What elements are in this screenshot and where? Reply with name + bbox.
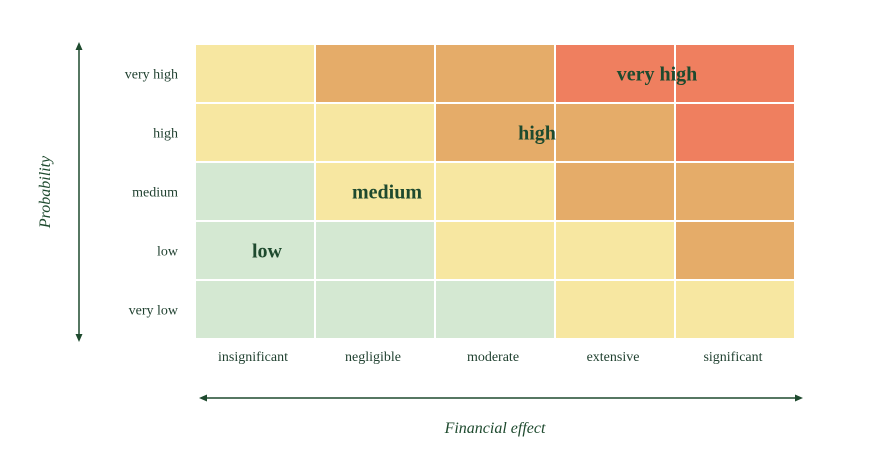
- matrix-cell: [434, 43, 556, 104]
- x-tick-label: significant: [703, 350, 762, 365]
- x-tick-label: insignificant: [218, 350, 288, 365]
- zone-label: very high: [617, 64, 698, 86]
- matrix-cell: [194, 43, 316, 104]
- matrix-cell: [674, 43, 796, 104]
- matrix-cell: [314, 220, 436, 281]
- matrix-cell: [434, 279, 556, 340]
- matrix-cell: [554, 279, 676, 340]
- matrix-cell: [674, 161, 796, 222]
- y-tick-label: very low: [129, 304, 179, 319]
- y-tick-label: low: [157, 245, 179, 260]
- matrix-cell: [674, 102, 796, 163]
- matrix-cell: [674, 220, 796, 281]
- matrix-cell: [194, 161, 316, 222]
- y-axis-title: Probability: [37, 155, 54, 229]
- matrix-cell: [554, 102, 676, 163]
- zone-label: low: [252, 241, 283, 263]
- y-tick-label: very high: [125, 68, 178, 83]
- matrix-cells: [194, 43, 796, 340]
- matrix-cell: [434, 161, 556, 222]
- matrix-cell: [314, 102, 436, 163]
- x-axis-arrow: [199, 394, 803, 402]
- zone-label: medium: [352, 182, 422, 204]
- matrix-cell: [674, 279, 796, 340]
- y-axis-arrow: [75, 42, 83, 342]
- matrix-cell: [194, 279, 316, 340]
- matrix-cell: [314, 279, 436, 340]
- x-tick-label: extensive: [587, 350, 640, 365]
- x-tick-label: negligible: [345, 350, 401, 365]
- x-tick-labels: insignificant negligible moderate extensive…: [218, 350, 763, 365]
- zone-label: high: [518, 123, 556, 145]
- matrix-cell: [314, 43, 436, 104]
- zone-labels: very high high medium low: [252, 64, 697, 263]
- x-axis-title: Financial effect: [444, 420, 546, 437]
- x-tick-label: moderate: [467, 350, 519, 365]
- matrix-cell: [554, 220, 676, 281]
- matrix-cell: [434, 220, 556, 281]
- matrix-cell: [194, 102, 316, 163]
- y-tick-label: high: [153, 127, 178, 142]
- y-tick-labels: very low low medium high very high: [125, 68, 179, 319]
- matrix-cell: [554, 43, 676, 104]
- matrix-cell: [554, 161, 676, 222]
- y-tick-label: medium: [132, 186, 178, 201]
